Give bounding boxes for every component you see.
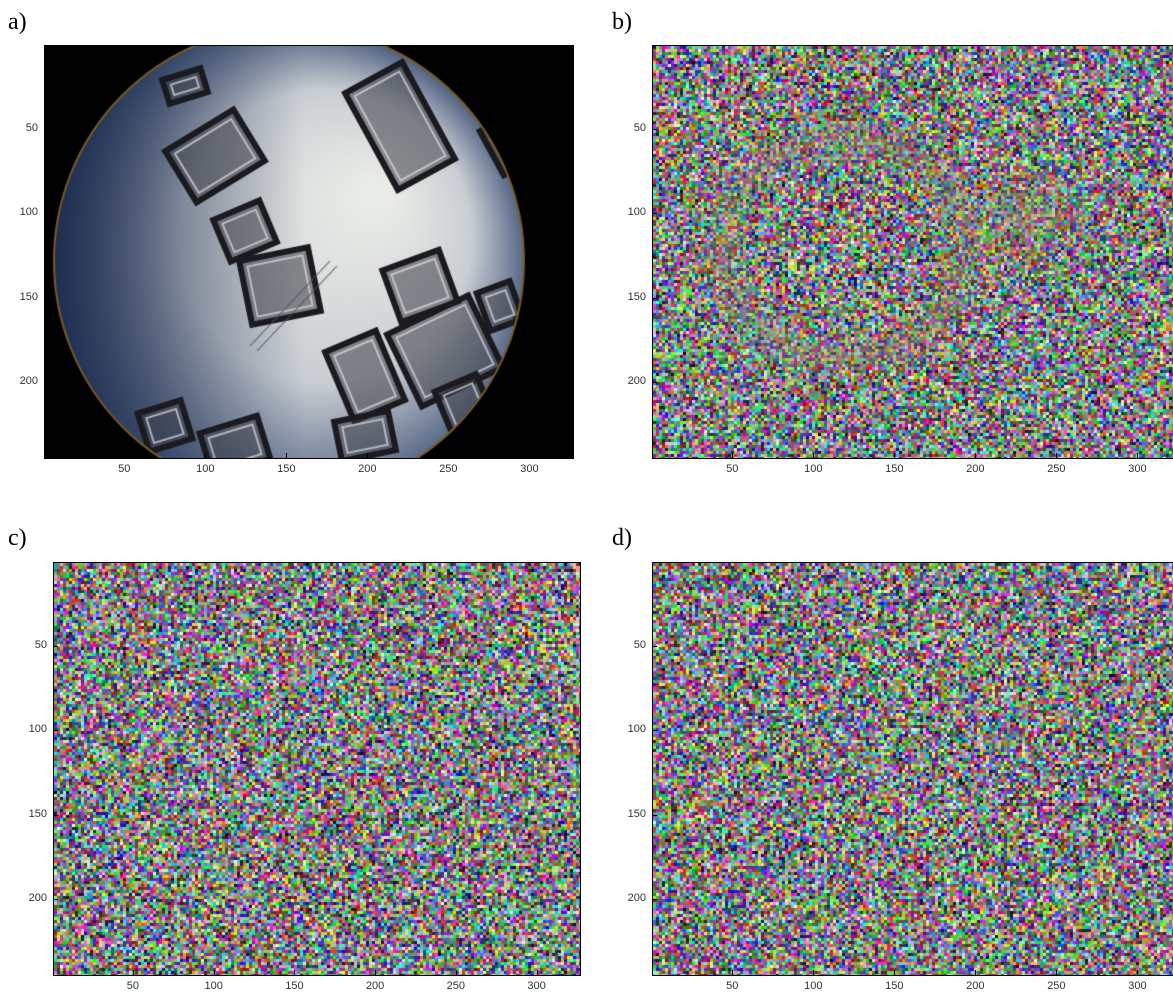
x-tick-mark (536, 970, 538, 975)
x-tick-mark (294, 970, 296, 975)
x-tick-label: 250 (1047, 980, 1066, 992)
micrograph-image (45, 46, 573, 458)
x-tick-label: 150 (285, 980, 304, 992)
x-tick-label: 150 (885, 980, 904, 992)
x-tick-label: 250 (446, 980, 466, 992)
image-axes-a (44, 45, 574, 459)
x-tick-label: 100 (204, 980, 223, 992)
y-tick-mark (652, 730, 657, 732)
x-tick-mark (367, 453, 369, 458)
panel-label: a) (8, 9, 27, 35)
y-tick-mark (652, 297, 657, 299)
y-tick-label: 150 (19, 290, 38, 303)
x-tick-label: 50 (726, 463, 739, 475)
y-tick-label: 200 (627, 375, 646, 388)
x-tick-mark (205, 453, 207, 458)
y-tick-mark (53, 814, 58, 816)
y-tick-mark (652, 814, 657, 816)
panel-label: b) (612, 9, 632, 35)
noise-image (653, 563, 1173, 975)
image-axes-c (53, 562, 581, 976)
x-tick-label: 50 (118, 463, 131, 475)
y-tick-mark (652, 899, 657, 901)
x-tick-mark (529, 453, 531, 458)
x-tick-mark (375, 970, 377, 975)
x-tick-mark (1137, 970, 1139, 975)
y-tick-label: 150 (627, 290, 646, 303)
x-tick-label: 50 (126, 980, 140, 992)
panel-label: c) (8, 525, 27, 551)
image-axes-d (652, 562, 1173, 976)
image-axes-b (652, 45, 1173, 459)
y-tick-label: 50 (25, 121, 38, 134)
x-tick-mark (124, 453, 126, 458)
y-tick-mark (44, 213, 49, 215)
x-tick-label: 100 (804, 980, 823, 992)
panel-label: d) (612, 525, 632, 551)
x-tick-label: 200 (365, 980, 385, 992)
y-tick-label: 100 (627, 206, 646, 219)
x-tick-label: 200 (966, 980, 985, 992)
y-tick-mark (53, 730, 58, 732)
y-tick-label: 150 (627, 807, 646, 820)
x-tick-mark (975, 970, 977, 975)
y-tick-label: 50 (34, 638, 47, 651)
x-tick-label: 100 (804, 463, 823, 475)
x-tick-mark (132, 970, 134, 975)
x-tick-mark (286, 453, 288, 458)
y-tick-label: 100 (19, 206, 38, 219)
x-tick-mark (732, 970, 734, 975)
x-tick-mark (448, 453, 450, 458)
y-tick-label: 150 (28, 807, 47, 820)
y-tick-mark (652, 128, 657, 130)
y-tick-mark (53, 645, 58, 647)
y-tick-mark (652, 213, 657, 215)
y-tick-mark (44, 128, 49, 130)
y-tick-mark (652, 645, 657, 647)
x-tick-mark (813, 453, 815, 458)
x-tick-mark (894, 970, 896, 975)
x-tick-label: 250 (1047, 463, 1066, 475)
y-tick-label: 50 (633, 121, 646, 134)
y-tick-mark (652, 382, 657, 384)
y-tick-label: 200 (28, 892, 47, 905)
x-tick-mark (975, 453, 977, 458)
x-tick-label: 50 (726, 980, 739, 992)
y-tick-mark (44, 382, 49, 384)
x-tick-mark (1056, 970, 1058, 975)
x-tick-mark (732, 453, 734, 458)
x-tick-label: 100 (196, 463, 215, 475)
y-tick-label: 100 (627, 723, 646, 736)
noise-image (54, 563, 580, 975)
x-tick-mark (213, 970, 215, 975)
y-tick-label: 100 (28, 723, 47, 736)
x-tick-label: 250 (439, 463, 458, 475)
y-tick-label: 200 (627, 892, 646, 905)
x-tick-label: 150 (885, 463, 904, 475)
y-tick-label: 50 (633, 638, 646, 651)
x-tick-mark (455, 970, 457, 975)
partial-noise-image (653, 46, 1173, 458)
y-tick-label: 200 (19, 375, 38, 388)
y-tick-mark (44, 297, 49, 299)
x-tick-label: 200 (966, 463, 985, 475)
x-tick-label: 300 (1128, 980, 1147, 992)
y-tick-mark (53, 899, 58, 901)
x-tick-mark (813, 970, 815, 975)
x-tick-label: 300 (520, 463, 539, 475)
x-tick-mark (1137, 453, 1139, 458)
x-tick-label: 300 (1128, 463, 1147, 475)
x-tick-mark (1056, 453, 1058, 458)
x-tick-label: 150 (277, 463, 296, 475)
x-tick-mark (894, 453, 896, 458)
x-tick-label: 200 (358, 463, 377, 475)
x-tick-label: 300 (527, 980, 546, 992)
